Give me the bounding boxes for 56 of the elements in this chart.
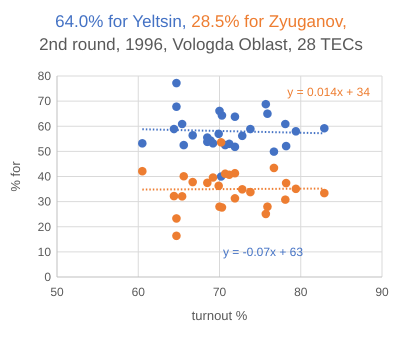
y-tick-label: 10 — [38, 244, 52, 259]
point — [238, 132, 247, 140]
x-tick-label: 70 — [212, 285, 226, 299]
chart-subtitle: 2nd round, 1996, Vologda Oblast, 28 TECs — [39, 35, 363, 54]
point — [138, 166, 147, 176]
point — [218, 111, 226, 120]
point — [208, 139, 218, 148]
point — [282, 178, 290, 188]
point — [216, 138, 226, 147]
point — [320, 188, 329, 198]
point — [188, 178, 197, 186]
point — [179, 140, 188, 150]
point — [203, 178, 212, 188]
point — [230, 168, 240, 178]
point — [178, 192, 186, 201]
y-axis-title: % for — [8, 160, 23, 192]
y-tick-label: 50 — [38, 144, 52, 158]
point — [172, 231, 181, 240]
point — [172, 102, 181, 111]
point — [320, 124, 329, 133]
x-tick-label: 90 — [375, 285, 389, 299]
point — [138, 139, 147, 148]
point — [263, 202, 272, 211]
y-tick-label: 60 — [38, 119, 52, 134]
point — [262, 210, 270, 218]
y-tick-label: 20 — [38, 220, 52, 234]
y-tick-label: 80 — [38, 69, 52, 83]
point — [208, 173, 218, 182]
point — [270, 147, 278, 156]
annotation: y = -0.07x + 63 — [222, 245, 304, 259]
point — [230, 194, 240, 203]
chart-title: 64.0% for Yeltsin, 28.5% for Zyuganov, — [55, 12, 347, 31]
y-tick-label: 30 — [38, 194, 52, 209]
annotation: y = 0.014x + 34 — [287, 85, 370, 99]
y-tick-label: 0 — [44, 270, 52, 284]
point — [270, 164, 278, 172]
point — [188, 130, 197, 140]
point — [282, 142, 290, 150]
point — [230, 112, 240, 121]
point — [281, 120, 290, 128]
point — [178, 120, 186, 128]
point — [172, 78, 181, 88]
point — [214, 181, 223, 190]
point — [281, 195, 290, 204]
point — [179, 172, 188, 181]
point — [170, 192, 178, 200]
point — [172, 214, 181, 223]
point — [262, 100, 270, 108]
x-axis-title: turnout % — [192, 308, 248, 323]
point — [263, 109, 272, 118]
x-tick-label: 80 — [294, 285, 308, 299]
x-tick-label: 50 — [50, 285, 64, 299]
point — [230, 142, 240, 152]
y-tick-label: 70 — [38, 94, 52, 108]
y-tick-label: 40 — [38, 170, 52, 184]
x-tick-label: 60 — [132, 285, 146, 299]
